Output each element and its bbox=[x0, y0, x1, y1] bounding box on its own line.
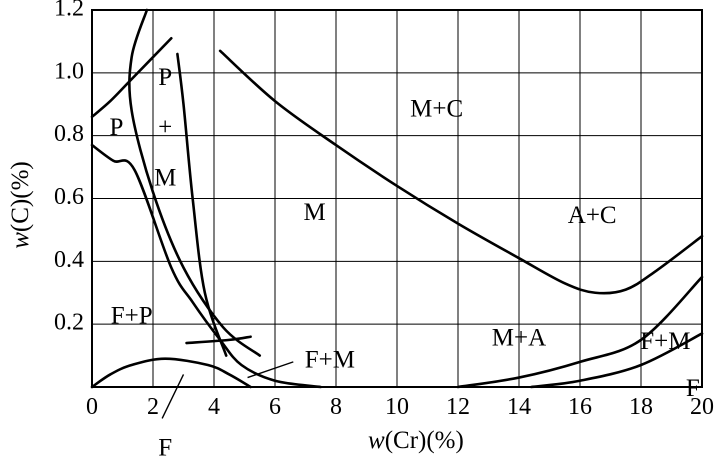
x-axis-label-rest: (Cr)(%) bbox=[385, 427, 464, 454]
y-tick-label: 0.8 bbox=[54, 121, 84, 147]
x-axis-label-w: w bbox=[368, 427, 385, 454]
region-label-1: P bbox=[109, 114, 123, 141]
region-label-9: M+A bbox=[492, 325, 546, 352]
region-label-7: A+C bbox=[568, 202, 617, 229]
x-tick-label: 0 bbox=[86, 394, 98, 420]
tick-labels: 0 2 4 6 8 10 12 14 16 18 20 0.2 0.4 0.6 0.8 1.0 1.2 bbox=[54, 0, 714, 420]
y-tick-label: 0.6 bbox=[54, 184, 84, 210]
y-axis-label: w(C)(%) bbox=[7, 161, 34, 249]
region-label-3: + bbox=[158, 114, 172, 141]
boundary-curve-8 bbox=[456, 275, 704, 389]
boundary-curve-1 bbox=[90, 143, 323, 389]
y-tick-label: 0.4 bbox=[54, 247, 84, 273]
region-label-5: M+C bbox=[410, 95, 463, 122]
region-label-8: F+P bbox=[111, 303, 153, 330]
boundary-curve-3 bbox=[90, 36, 173, 119]
chart-grid bbox=[92, 10, 702, 387]
boundary-curve-7 bbox=[218, 49, 704, 295]
region-label-2: P bbox=[158, 64, 172, 91]
x-tick-label: 10 bbox=[385, 394, 409, 420]
boundary-curve-6 bbox=[185, 335, 252, 345]
x-tick-label: 12 bbox=[446, 394, 470, 420]
boundary-curve-9 bbox=[529, 332, 704, 389]
x-tick-label: 14 bbox=[507, 394, 531, 420]
x-tick-label: 18 bbox=[629, 394, 653, 420]
x-tick-label: 20 bbox=[690, 394, 714, 420]
region-label-6: M bbox=[304, 199, 326, 226]
leader-F bbox=[161, 374, 185, 419]
boundary-curve-4 bbox=[128, 8, 262, 357]
plot-frame bbox=[91, 9, 703, 388]
region-label-13: F bbox=[158, 435, 172, 458]
x-tick-label: 2 bbox=[147, 394, 159, 420]
x-axis-label: w(Cr)(%) bbox=[368, 427, 464, 454]
boundary-curve-5 bbox=[176, 52, 228, 357]
region-label-11: F+M bbox=[640, 328, 690, 355]
region-labels: P P + M M+C M A+C F+P M+A F+M F+M F F bbox=[109, 64, 699, 458]
region-label-12: F bbox=[686, 375, 700, 402]
y-axis-label-rest: (C)(%) bbox=[7, 161, 34, 232]
leader-F+M bbox=[247, 361, 294, 379]
y-axis-label-w: w bbox=[7, 232, 34, 249]
y-tick-label: 1.0 bbox=[54, 58, 84, 84]
y-tick-label: 0.2 bbox=[54, 310, 84, 336]
x-tick-label: 16 bbox=[568, 394, 592, 420]
x-tick-label: 8 bbox=[330, 394, 342, 420]
region-label-10: F+M bbox=[305, 347, 355, 374]
x-tick-label: 4 bbox=[208, 394, 220, 420]
phase-boundary-curves bbox=[90, 8, 704, 389]
x-tick-label: 6 bbox=[269, 394, 281, 420]
label-leader-lines bbox=[161, 361, 294, 419]
boundary-curve-2 bbox=[90, 357, 252, 389]
region-label-4: M bbox=[154, 164, 176, 191]
y-tick-label: 1.2 bbox=[54, 0, 84, 22]
